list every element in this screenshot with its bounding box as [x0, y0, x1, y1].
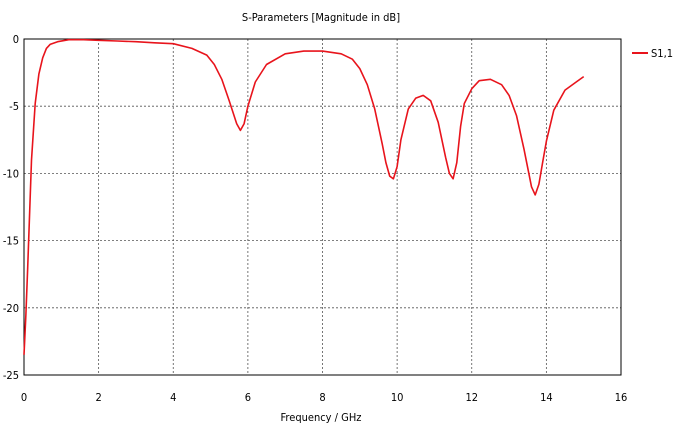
- tick-labels: 0 2 4 6 8 10 12 14 16 0 -5 -10 -15 -20 -25: [3, 33, 627, 404]
- y-tick-label: -20: [3, 302, 19, 315]
- y-tick-label: -25: [3, 369, 19, 382]
- x-tick-label: 4: [170, 391, 176, 404]
- series-line-s11: [23, 38, 585, 355]
- y-tick-label: 0: [13, 33, 19, 46]
- legend-label: S1,1: [651, 47, 673, 60]
- grid: [24, 39, 621, 375]
- x-tick-label: 14: [540, 391, 553, 404]
- y-tick-label: -15: [3, 235, 19, 248]
- y-tick-label: -5: [9, 100, 19, 113]
- x-tick-label: 12: [465, 391, 478, 404]
- x-tick-label: 0: [21, 391, 27, 404]
- y-tick-label: -10: [3, 167, 19, 180]
- x-tick-label: 10: [391, 391, 404, 404]
- chart-title: S-Parameters [Magnitude in dB]: [242, 11, 400, 24]
- x-axis-label: Frequency / GHz: [281, 411, 362, 424]
- legend: S1,1: [632, 47, 673, 60]
- x-tick-label: 2: [95, 391, 101, 404]
- x-tick-label: 8: [319, 391, 325, 404]
- x-tick-label: 6: [245, 391, 251, 404]
- x-tick-label: 16: [615, 391, 628, 404]
- plot-area-frame: [23, 38, 622, 376]
